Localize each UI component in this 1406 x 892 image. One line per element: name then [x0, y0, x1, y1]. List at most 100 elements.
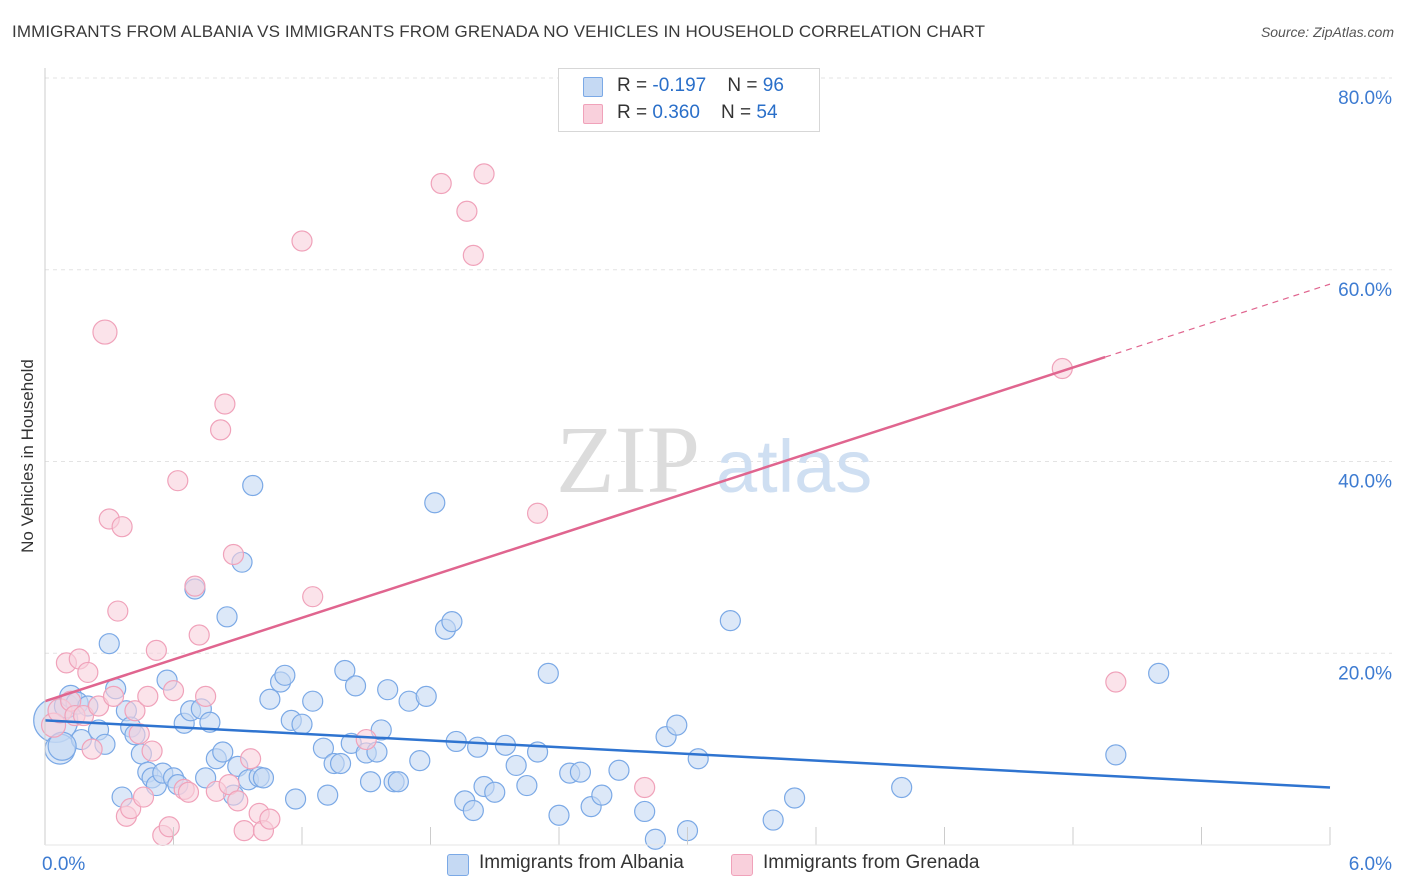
albania-point — [516, 774, 538, 797]
grenada-point — [240, 748, 262, 770]
albania-point — [424, 492, 446, 514]
albania-point — [216, 606, 238, 628]
grenada-trend-extension — [1104, 283, 1331, 358]
albania-point — [441, 611, 463, 633]
albania-point — [344, 675, 367, 697]
grenada-point — [430, 172, 452, 195]
grenada-point — [355, 728, 377, 751]
albania-r-label: R = — [617, 75, 653, 96]
grenada-point — [227, 790, 249, 812]
correlation-legend: R = -0.197 N = 96 R = 0.360 N = 54 — [558, 68, 820, 132]
albania-point — [537, 662, 559, 684]
grenada-point — [218, 773, 240, 796]
albania-point — [505, 754, 527, 777]
albania-point — [291, 713, 313, 735]
series-albania — [33, 474, 1170, 850]
grenada-point — [92, 319, 118, 345]
grenada-point — [107, 600, 129, 622]
grenada-point — [102, 685, 125, 707]
grenada-point — [1105, 671, 1127, 693]
grid-layer — [45, 77, 1392, 654]
albania-point — [666, 714, 688, 736]
albania-point — [302, 690, 324, 712]
bottom-albania-label: Immigrants from Albania — [479, 852, 684, 873]
albania-point — [387, 771, 409, 793]
trend-layer — [44, 283, 1331, 789]
albania-point — [608, 759, 630, 781]
albania-point — [370, 719, 392, 741]
grenada-swatch — [583, 104, 603, 124]
albania-point — [212, 741, 234, 763]
points-layer — [33, 163, 1170, 850]
grenada-point — [87, 695, 110, 717]
albania-point — [484, 781, 506, 803]
albania-point — [274, 664, 296, 686]
albania-point — [891, 776, 913, 799]
albania-point — [259, 688, 281, 710]
albania-point — [1105, 744, 1127, 766]
albania-point — [415, 685, 437, 707]
watermark-zip: ZIP — [556, 406, 700, 513]
albania-point — [462, 799, 484, 822]
axis-layer: 20.0% 40.0% 60.0% 80.0% 0.0% 6.0% — [42, 68, 1392, 875]
y-tick-label-40: 40.0% — [1338, 472, 1392, 493]
albania-point — [377, 679, 399, 701]
grenada-point — [128, 723, 150, 745]
bottom-albania-swatch — [447, 854, 469, 876]
albania-n-label: N = — [727, 75, 763, 96]
albania-point — [284, 788, 307, 810]
chart-title: IMMIGRANTS FROM ALBANIA VS IMMIGRANTS FR… — [12, 22, 986, 41]
grenada-point — [132, 786, 155, 808]
grenada-point — [81, 738, 103, 760]
grenada-point — [137, 685, 159, 707]
albania-point — [98, 633, 120, 655]
albania-point — [1148, 662, 1170, 684]
grenada-point — [177, 781, 200, 803]
albania-n-value: 96 — [762, 75, 784, 96]
albania-point — [644, 828, 666, 850]
albania-point — [569, 761, 592, 783]
albania-point — [312, 737, 335, 759]
grenada-point — [259, 808, 281, 830]
y-tick-label-80: 80.0% — [1338, 88, 1392, 109]
watermark: ZIP atlas — [556, 406, 872, 513]
albania-point — [634, 800, 656, 823]
source-credit: Source: ZipAtlas.com — [1260, 24, 1394, 40]
watermark-atlas: atlas — [716, 425, 872, 508]
grenada-n-value: 54 — [756, 102, 778, 123]
grenada-point — [456, 200, 478, 222]
y-tick-label-60: 60.0% — [1338, 280, 1392, 301]
grenada-point — [167, 470, 189, 492]
albania-point — [719, 610, 741, 632]
albania-point — [242, 474, 264, 497]
albania-point — [762, 809, 784, 831]
grenada-point — [214, 393, 236, 415]
grenada-point — [526, 502, 549, 524]
albania-trend-line — [44, 719, 1331, 789]
grenada-point — [77, 661, 99, 684]
grenada-point — [462, 244, 484, 266]
grenada-point — [111, 516, 133, 538]
albania-point — [548, 804, 570, 826]
grenada-point — [158, 816, 180, 838]
grenada-point — [291, 230, 313, 252]
x-tick-label-0: 0.0% — [42, 854, 85, 875]
albania-point — [199, 711, 221, 733]
albania-point — [591, 784, 613, 806]
grenada-r-value: 0.360 — [652, 102, 700, 123]
albania-point — [409, 750, 431, 772]
grenada-point — [184, 575, 206, 597]
x-tick-label-6: 6.0% — [1349, 854, 1392, 875]
grenada-point — [210, 419, 232, 441]
grenada-point — [145, 639, 167, 661]
grenada-n-label: N = — [721, 102, 757, 123]
albania-point — [252, 767, 275, 789]
albania-point — [783, 787, 806, 809]
grenada-point — [195, 685, 217, 707]
grenada-point — [473, 163, 495, 185]
grenada-point — [141, 740, 163, 762]
albania-point — [359, 771, 382, 793]
grenada-r-label: R = — [617, 102, 653, 123]
grenada-point — [124, 700, 146, 722]
